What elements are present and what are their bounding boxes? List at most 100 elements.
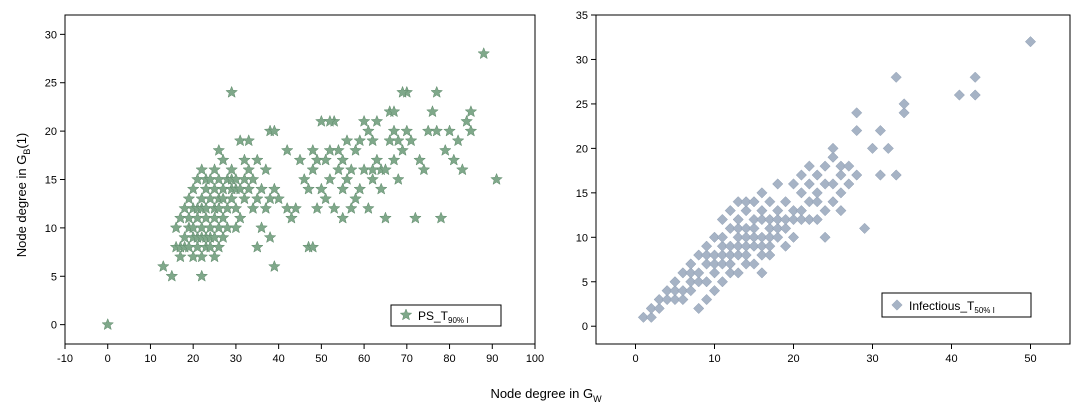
data-point (336, 182, 350, 195)
data-point (336, 211, 350, 224)
y-tick-label: 15 (45, 175, 57, 187)
x-tick-label: 40 (945, 353, 957, 365)
data-point (391, 172, 405, 185)
data-point (740, 222, 752, 234)
data-point (460, 114, 473, 127)
data-point (379, 163, 392, 176)
data-point (835, 187, 847, 199)
data-point (740, 231, 752, 243)
x-tick-label: 100 (526, 353, 544, 365)
data-point (811, 196, 823, 208)
data-point (319, 192, 332, 205)
data-point (787, 205, 800, 217)
data-point (748, 213, 760, 226)
data-point (379, 211, 392, 224)
y-tick-label: 20 (576, 143, 588, 155)
y-tick-label: 0 (51, 320, 57, 332)
data-point (701, 276, 713, 288)
data-point (438, 143, 452, 156)
data-point (764, 213, 776, 226)
data-point (827, 142, 839, 154)
data-point (349, 192, 362, 205)
data-point (310, 153, 324, 166)
y-axis-title-main: Node degree in G (14, 155, 29, 258)
data-point (353, 134, 367, 147)
data-point (246, 172, 260, 185)
legend-label-left: PS_T90% I (418, 309, 468, 325)
data-point (811, 169, 823, 181)
data-point (259, 201, 273, 214)
data-point (451, 134, 465, 147)
x-tick-label: 0 (632, 353, 638, 365)
data-point (764, 196, 776, 208)
data-point (803, 160, 815, 172)
data-point (306, 240, 320, 253)
chart-right: 0 10 20 30 40 50 0 5 10 15 20 25 30 35 Infectious_T50… (576, 10, 1071, 365)
data-point (156, 259, 170, 272)
data-point (293, 153, 307, 166)
data-point (724, 240, 736, 252)
y-tick-label: 5 (582, 277, 588, 289)
data-point (819, 205, 831, 217)
data-point (740, 258, 752, 270)
data-point (890, 71, 902, 83)
data-point (413, 153, 426, 166)
data-point (748, 196, 760, 208)
data-point (851, 125, 863, 137)
data-point (208, 250, 221, 263)
data-point (208, 211, 221, 224)
data-point (772, 205, 784, 217)
data-point (756, 187, 768, 199)
data-point (216, 211, 230, 224)
data-point (421, 124, 435, 137)
data-point (268, 124, 281, 137)
data-point (787, 213, 800, 226)
data-point (199, 211, 213, 224)
data-point (242, 134, 256, 147)
data-point (225, 192, 238, 205)
data-point (953, 89, 965, 101)
data-point (890, 169, 902, 181)
data-point (740, 196, 752, 208)
data-point (191, 240, 204, 253)
y-axis-title-sub: B (22, 149, 32, 155)
x-tick-label: 80 (443, 353, 455, 365)
data-point (199, 182, 213, 195)
legend-label-main: PS_T (418, 309, 449, 323)
data-point (400, 124, 414, 137)
data-point (332, 163, 345, 176)
data-point (819, 160, 831, 172)
data-point (268, 182, 281, 195)
data-point (740, 249, 752, 261)
data-point (756, 267, 768, 279)
legend-star-icon (399, 308, 413, 321)
data-point (383, 134, 397, 147)
y-tick-label: 25 (576, 99, 588, 111)
data-point (464, 105, 478, 118)
y-tick-label: 0 (582, 321, 588, 333)
data-point (229, 221, 243, 234)
data-point (637, 311, 649, 323)
data-point (195, 269, 209, 282)
data-point (477, 47, 491, 60)
data-point (653, 302, 665, 314)
data-point (772, 213, 784, 226)
legend-left: PS_T90% I (390, 304, 502, 327)
data-point (685, 258, 697, 270)
data-point (843, 178, 855, 190)
x-tick-label: 70 (401, 353, 413, 365)
data-point (387, 124, 401, 137)
data-point (645, 302, 657, 314)
data-point (391, 134, 405, 147)
data-point (772, 231, 784, 243)
data-point (430, 124, 444, 137)
data-point (811, 213, 823, 226)
data-point (464, 124, 478, 137)
data-point (191, 172, 204, 185)
x-axis-title-sub: W (593, 394, 602, 404)
y-tick-label: 30 (576, 54, 588, 66)
data-point (787, 178, 800, 190)
legend-label-main: Infectious_T (909, 299, 975, 313)
data-point (685, 267, 697, 279)
data-point (246, 201, 260, 214)
